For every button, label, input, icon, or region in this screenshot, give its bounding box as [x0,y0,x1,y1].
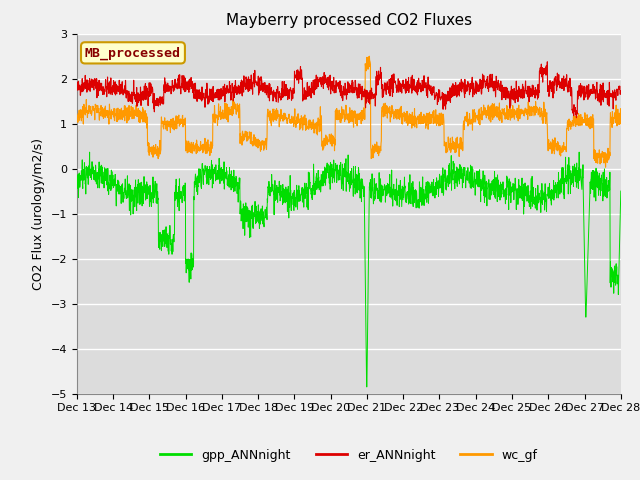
Title: Mayberry processed CO2 Fluxes: Mayberry processed CO2 Fluxes [226,13,472,28]
Y-axis label: CO2 Flux (urology/m2/s): CO2 Flux (urology/m2/s) [32,138,45,289]
Legend: gpp_ANNnight, er_ANNnight, wc_gf: gpp_ANNnight, er_ANNnight, wc_gf [155,444,543,467]
Text: MB_processed: MB_processed [85,46,181,60]
